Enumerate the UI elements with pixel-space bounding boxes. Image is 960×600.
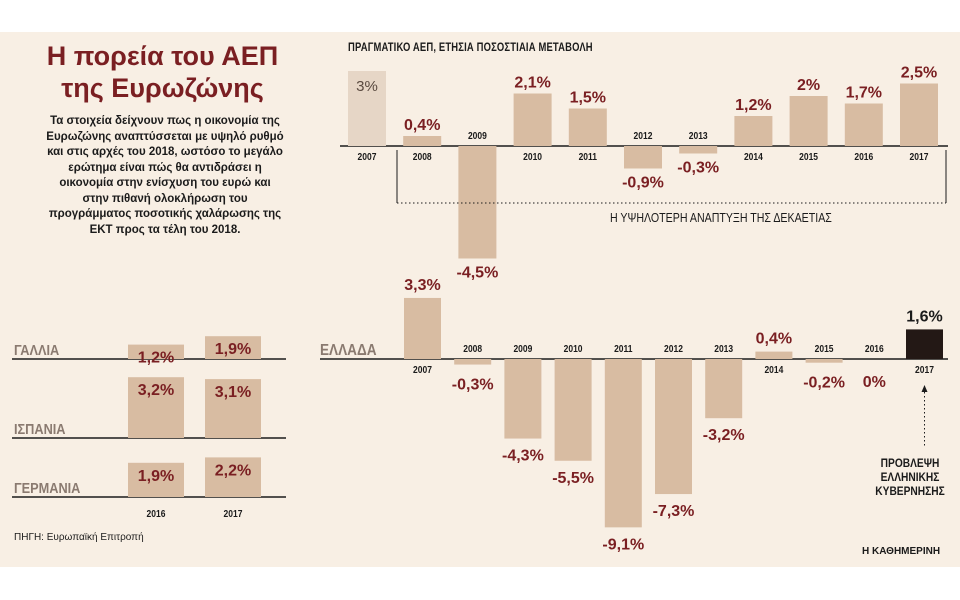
greece-bar-2014: [755, 351, 793, 359]
country-value-label-2-2016: 3,2%: [138, 382, 174, 399]
eurozone-bar-2010: [513, 93, 552, 146]
eurozone-value-label-2009: -4,5%: [457, 265, 499, 282]
source-note: ΠΗΓΗ: Ευρωπαϊκή Επιτροπή: [14, 532, 144, 543]
greece-value-label-2013: -3,2%: [703, 427, 745, 444]
eurozone-bar-2007: [348, 71, 386, 146]
eurozone-year-label-2013: 2013: [689, 130, 708, 141]
eurozone-value-label-2014: 1,2%: [735, 97, 771, 114]
country-label-2: ΙΣΠΑΝΙΑ: [14, 420, 66, 437]
eurozone-value-label-2017: 2,5%: [901, 65, 937, 82]
greece-value-label-2017: 1,6%: [906, 308, 942, 325]
greece-year-label-2013: 2013: [714, 343, 733, 354]
greece-year-label-2017: 2017: [915, 364, 934, 375]
eurozone-year-label-2007: 2007: [358, 151, 377, 162]
forecast-pointer-arrow: [921, 385, 928, 392]
eurozone-bar-2013: [679, 146, 718, 154]
eurozone-note: Η ΥΨΗΛΟΤΕΡΗ ΑΝΑΠΤΥΞΗ ΤΗΣ ΔΕΚΑΕΤΙΑΣ: [610, 211, 832, 225]
country-bar-1-2016: [128, 344, 184, 359]
eurozone-year-label-2017: 2017: [910, 151, 929, 162]
forecast-note-line-1: ΠΡΟΒΛΕΨΗ: [881, 457, 940, 470]
greece-bar-2015: [805, 359, 843, 363]
greece-year-label-2016: 2016: [865, 343, 884, 354]
greece-value-label-2008: -0,3%: [452, 377, 494, 394]
country-year-label-2016: 2016: [147, 508, 166, 519]
country-value-label-1-2017: 1,9%: [215, 341, 251, 358]
country-year-label-2017: 2017: [224, 508, 243, 519]
greece-year-label-2010: 2010: [564, 343, 583, 354]
eurozone-year-label-2014: 2014: [744, 151, 764, 162]
forecast-note-line-2: ΕΛΛΗΝΙΚΗΣ: [881, 471, 940, 484]
greece-value-label-2015: -0,2%: [803, 375, 845, 392]
eurozone-year-label-2009: 2009: [468, 130, 487, 141]
country-bar-2-2016: [128, 377, 184, 438]
greece-label: ΕΛΛΑΔΑ: [320, 342, 377, 359]
greece-bar-2013: [705, 359, 743, 419]
country-value-label-1-2016: 1,2%: [138, 350, 174, 367]
country-bar-3-2016: [128, 462, 184, 497]
greece-year-label-2007: 2007: [413, 364, 432, 375]
eurozone-year-label-2015: 2015: [799, 151, 818, 162]
country-label-1: ΓΑΛΛΙΑ: [14, 341, 59, 358]
greece-bar-2017: [906, 329, 943, 359]
greece-bar-2008: [454, 359, 492, 365]
greece-year-label-2011: 2011: [614, 343, 632, 354]
greece-value-label-2012: -7,3%: [653, 503, 695, 520]
country-bar-1-2017: [205, 336, 261, 359]
greece-value-label-2011: -9,1%: [602, 536, 644, 553]
greece-year-label-2015: 2015: [815, 343, 834, 354]
eurozone-year-label-2011: 2011: [579, 151, 597, 162]
greece-value-label-2014: 0,4%: [756, 331, 792, 348]
eurozone-value-label-2007: 3%: [356, 78, 378, 95]
greece-bar-2010: [554, 359, 592, 461]
eurozone-year-label-2010: 2010: [523, 151, 542, 162]
eurozone-value-label-2010: 2,1%: [514, 75, 550, 92]
greece-bar-2009: [504, 359, 542, 439]
greece-year-label-2008: 2008: [463, 343, 482, 354]
greece-year-label-2009: 2009: [513, 343, 532, 354]
greece-bar-2012: [655, 359, 692, 495]
country-value-label-3-2017: 2,2%: [215, 462, 251, 479]
forecast-note-line-3: ΚΥΒΕΡΝΗΣΗΣ: [875, 485, 945, 498]
eurozone-year-label-2012: 2012: [634, 130, 653, 141]
greece-year-label-2014: 2014: [764, 364, 784, 375]
eurozone-bar-2016: [844, 103, 883, 146]
eurozone-bar-2011: [568, 108, 607, 146]
intro-text: Τα στοιχεία δείχνουν πως η οικονομία της…: [46, 115, 284, 236]
eurozone-bar-2008: [403, 136, 442, 146]
greece-value-label-2009: -4,3%: [502, 448, 544, 465]
greece-value-label-2007: 3,3%: [404, 277, 440, 294]
greece-value-label-2010: -5,5%: [552, 470, 594, 487]
chart-subtitle: ΠΡΑΓΜΑΤΙΚΟ ΑΕΠ, ΕΤΗΣΙΑ ΠΟΣΟΣΤΙΑΙΑ ΜΕΤΑΒΟ…: [348, 42, 593, 54]
page-title: Η πορεία του ΑΕΠ της Ευρωζώνης: [46, 41, 279, 103]
eurozone-bar-2015: [789, 96, 828, 146]
eurozone-value-label-2011: 1,5%: [570, 90, 606, 107]
greece-year-label-2012: 2012: [664, 343, 683, 354]
eurozone-bar-2017: [900, 83, 938, 146]
brand-label: Η ΚΑΘΗΜΕΡΙΝΗ: [862, 546, 941, 557]
country-bar-3-2017: [205, 457, 261, 497]
eurozone-value-label-2008: 0,4%: [404, 117, 440, 134]
eurozone-bar-2009: [458, 146, 497, 259]
eurozone-bar-2012: [624, 146, 662, 169]
eurozone-value-label-2012: -0,9%: [622, 175, 664, 192]
country-bar-2-2017: [205, 379, 261, 438]
country-value-label-2-2017: 3,1%: [215, 384, 251, 401]
eurozone-value-label-2016: 1,7%: [846, 85, 882, 102]
country-label-3: ΓΕΡΜΑΝΙΑ: [14, 479, 80, 496]
eurozone-value-label-2015: 2%: [797, 77, 820, 94]
eurozone-year-label-2016: 2016: [854, 151, 873, 162]
eurozone-year-label-2008: 2008: [413, 151, 432, 162]
greece-bar-2007: [404, 297, 441, 359]
country-value-label-3-2016: 1,9%: [138, 468, 174, 485]
eurozone-value-label-2013: -0,3%: [677, 160, 719, 177]
eurozone-bar-2014: [734, 116, 773, 146]
greece-value-label-2016: 0%: [863, 374, 886, 391]
greece-bar-2011: [604, 359, 642, 528]
